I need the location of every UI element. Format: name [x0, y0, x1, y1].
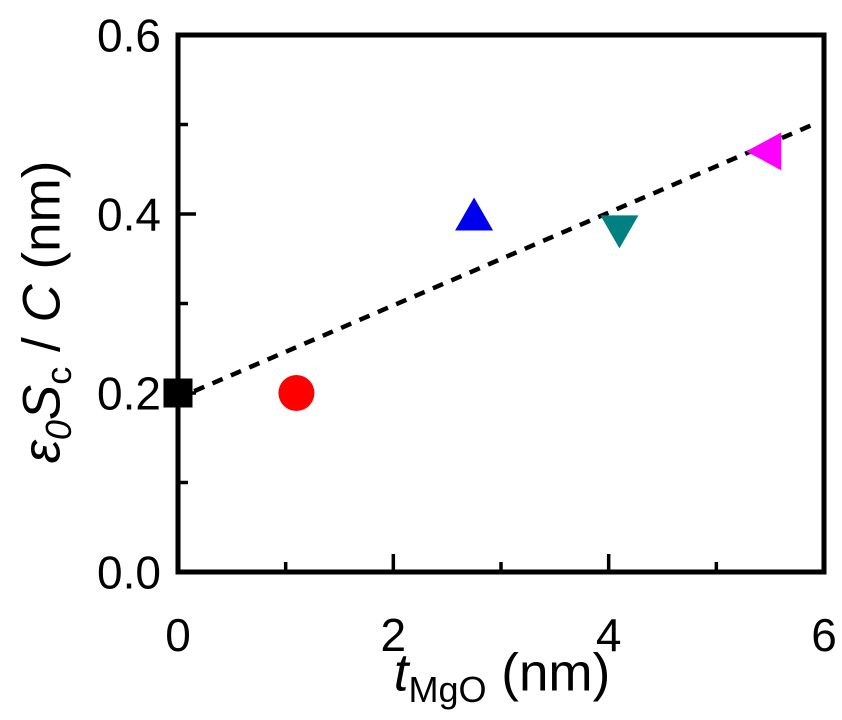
y-title-C: C: [12, 284, 72, 323]
x-tick-label: 0: [165, 609, 191, 661]
x-title-sub: MgO: [408, 669, 487, 711]
y-title-unit: (nm): [12, 160, 72, 285]
x-title-symbol: t: [393, 643, 409, 703]
y-title-epsilon-sub: 0: [38, 420, 80, 441]
y-tick-label: 0.4: [97, 189, 161, 241]
y-title-S-sub: c: [38, 366, 80, 385]
y-title-epsilon: ε: [12, 440, 72, 464]
x-tick-label: 6: [811, 609, 837, 661]
plot-box: [175, 32, 827, 575]
x-tick-label: 4: [596, 609, 622, 661]
y-axis-title: ε0Sc / C (nm): [12, 160, 80, 464]
y-tick-label: 0.6: [97, 10, 161, 62]
marker-triangle-down: [600, 215, 639, 249]
marker-triangle-left: [746, 132, 782, 171]
marker-triangle-up: [455, 197, 494, 231]
marker-circle: [278, 375, 315, 411]
y-tick-label: 0.0: [97, 547, 161, 599]
marker-square: [163, 378, 193, 408]
x-tick-label: 2: [381, 609, 407, 661]
x-axis-title: tMgO (nm): [393, 643, 611, 708]
x-title-unit: (nm): [486, 643, 611, 703]
trend-line: [193, 122, 815, 394]
y-title-divide: /: [12, 322, 72, 367]
y-tick-label: 0.2: [97, 368, 161, 420]
y-title-S: S: [12, 384, 72, 421]
